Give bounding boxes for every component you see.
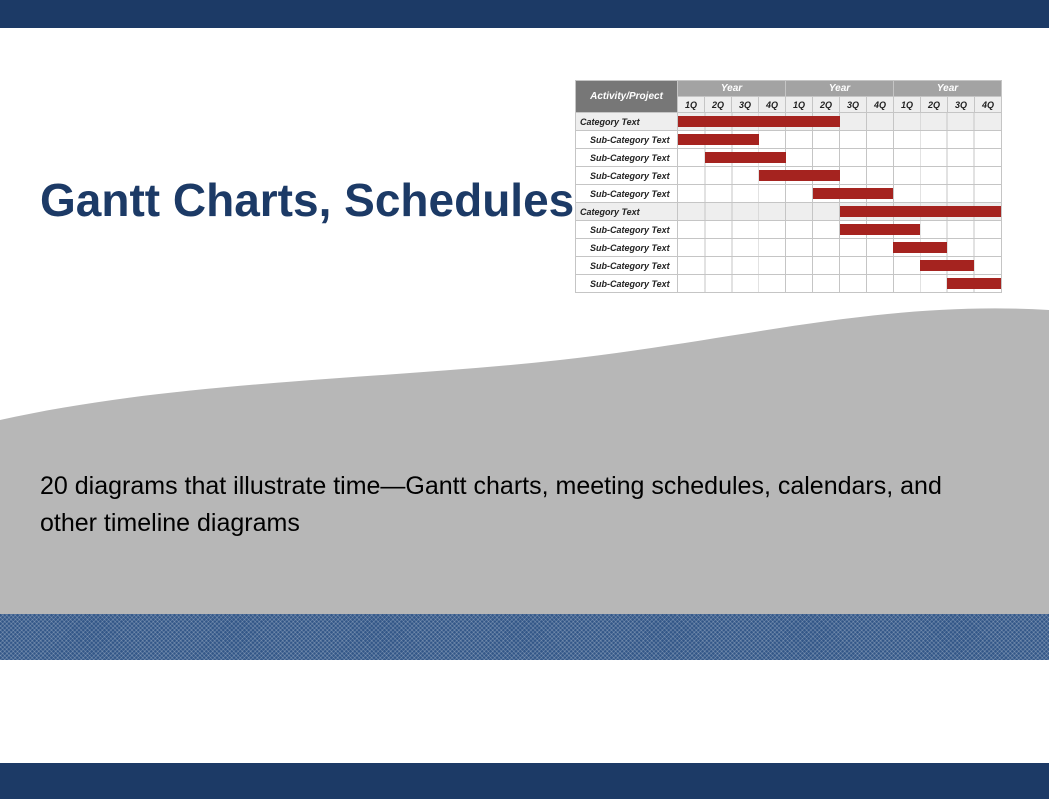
gantt-header-quarter: 4Q <box>759 97 786 113</box>
bottom-accent-bar <box>0 763 1049 799</box>
gantt-row-cells <box>678 131 1002 149</box>
gantt-row-cells <box>678 239 1002 257</box>
gantt-row: Sub-Category Text <box>576 167 1002 185</box>
gantt-row-cells <box>678 185 1002 203</box>
gantt-category-label: Category Text <box>576 113 678 131</box>
gantt-subcategory-label: Sub-Category Text <box>576 185 678 203</box>
gantt-row: Sub-Category Text <box>576 221 1002 239</box>
gantt-bar <box>678 134 759 145</box>
gantt-row-cells <box>678 167 1002 185</box>
gantt-header-year: Year <box>678 81 786 97</box>
gantt-row: Sub-Category Text <box>576 149 1002 167</box>
page-subtitle: 20 diagrams that illustrate time—Gantt c… <box>40 468 1000 542</box>
gantt-subcategory-label: Sub-Category Text <box>576 221 678 239</box>
gantt-header-quarter: 4Q <box>975 97 1002 113</box>
gantt-header-quarter: 1Q <box>678 97 705 113</box>
gantt-header-quarter: 2Q <box>921 97 948 113</box>
gantt-header-corner: Activity/Project <box>576 81 678 113</box>
gantt-bar <box>947 278 1001 289</box>
textured-accent-band <box>0 614 1049 660</box>
gantt-header-quarter: 2Q <box>813 97 840 113</box>
gantt-row-cells <box>678 113 1002 131</box>
gantt-header-quarter: 4Q <box>867 97 894 113</box>
gantt-header-quarter: 3Q <box>948 97 975 113</box>
gantt-subcategory-label: Sub-Category Text <box>576 239 678 257</box>
gantt-row-cells <box>678 203 1002 221</box>
gantt-bar <box>813 188 894 199</box>
gantt-header-quarter: 2Q <box>705 97 732 113</box>
gantt-row: Sub-Category Text <box>576 131 1002 149</box>
gantt-row: Category Text <box>576 113 1002 131</box>
gantt-row: Sub-Category Text <box>576 257 1002 275</box>
gantt-row-cells <box>678 149 1002 167</box>
gantt-subcategory-label: Sub-Category Text <box>576 275 678 293</box>
gantt-header-year: Year <box>894 81 1002 97</box>
gantt-header-quarter: 1Q <box>786 97 813 113</box>
gantt-row: Sub-Category Text <box>576 185 1002 203</box>
gantt-subcategory-label: Sub-Category Text <box>576 167 678 185</box>
gantt-category-label: Category Text <box>576 203 678 221</box>
gantt-row: Sub-Category Text <box>576 275 1002 293</box>
gantt-header-quarter: 3Q <box>732 97 759 113</box>
gantt-row-cells <box>678 275 1002 293</box>
gantt-bar <box>705 152 786 163</box>
gantt-header-quarter: 3Q <box>840 97 867 113</box>
gantt-bar <box>678 116 840 127</box>
gantt-bar <box>840 206 1002 217</box>
gantt-header-quarter: 1Q <box>894 97 921 113</box>
gantt-table: Activity/ProjectYearYearYear1Q2Q3Q4Q1Q2Q… <box>575 80 1002 293</box>
gantt-bar <box>759 170 840 181</box>
gantt-subcategory-label: Sub-Category Text <box>576 149 678 167</box>
gantt-row: Sub-Category Text <box>576 239 1002 257</box>
gantt-subcategory-label: Sub-Category Text <box>576 131 678 149</box>
gantt-bar <box>893 242 947 253</box>
gantt-header-year: Year <box>786 81 894 97</box>
gantt-bar <box>840 224 921 235</box>
gantt-row-cells <box>678 221 1002 239</box>
gantt-row: Category Text <box>576 203 1002 221</box>
gantt-row-cells <box>678 257 1002 275</box>
gantt-chart-preview: Activity/ProjectYearYearYear1Q2Q3Q4Q1Q2Q… <box>575 80 1001 293</box>
gantt-bar <box>920 260 974 271</box>
gantt-subcategory-label: Sub-Category Text <box>576 257 678 275</box>
